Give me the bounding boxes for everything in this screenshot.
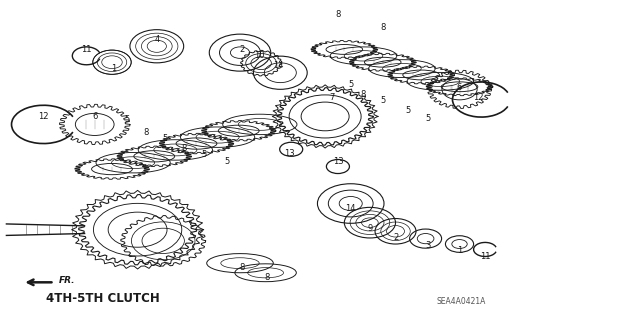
Text: 5: 5 <box>406 106 411 115</box>
Text: 3: 3 <box>425 241 430 250</box>
Text: 5: 5 <box>380 96 385 105</box>
Text: 8: 8 <box>143 128 148 137</box>
Text: 8: 8 <box>380 23 385 32</box>
Text: 14: 14 <box>346 204 356 213</box>
Text: 8: 8 <box>265 273 270 282</box>
Text: 9: 9 <box>367 224 372 233</box>
Text: 5: 5 <box>348 80 353 89</box>
Text: 12: 12 <box>474 93 484 102</box>
Text: 5: 5 <box>163 134 168 143</box>
Text: 8: 8 <box>239 263 244 272</box>
Text: 14: 14 <box>273 61 284 70</box>
Text: 8: 8 <box>361 90 366 99</box>
Text: 2: 2 <box>239 45 244 54</box>
Text: SEA4A0421A: SEA4A0421A <box>436 297 486 306</box>
Text: 12: 12 <box>38 112 49 121</box>
Text: 8: 8 <box>335 10 340 19</box>
Text: FR.: FR. <box>59 276 76 285</box>
Text: 1: 1 <box>457 246 462 255</box>
Text: 13: 13 <box>284 149 294 158</box>
Text: 5: 5 <box>225 157 230 166</box>
Text: 13: 13 <box>333 157 343 166</box>
Text: 10: 10 <box>254 51 264 60</box>
Text: 6: 6 <box>92 112 97 121</box>
Text: 6: 6 <box>457 83 462 92</box>
Text: 4TH-5TH CLUTCH: 4TH-5TH CLUTCH <box>45 292 159 305</box>
Text: 2: 2 <box>393 233 398 242</box>
Text: 5: 5 <box>201 150 206 159</box>
Text: 7: 7 <box>329 93 334 102</box>
Text: 1: 1 <box>111 64 116 73</box>
Text: 11: 11 <box>81 45 92 54</box>
Text: 8: 8 <box>182 144 187 153</box>
Text: 5: 5 <box>425 114 430 122</box>
Text: 4: 4 <box>154 35 159 44</box>
Text: 11: 11 <box>480 252 490 261</box>
Text: 5: 5 <box>124 115 129 124</box>
